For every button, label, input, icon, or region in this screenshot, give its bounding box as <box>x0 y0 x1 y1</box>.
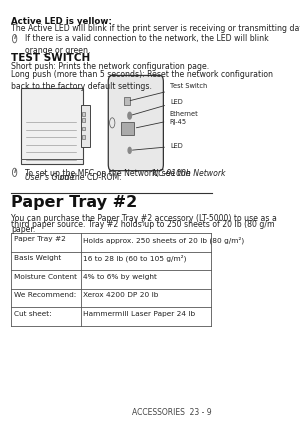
Text: Moisture Content: Moisture Content <box>14 273 76 279</box>
Text: ²): ²) <box>140 220 145 226</box>
Text: TEST SWITCH: TEST SWITCH <box>11 53 91 63</box>
Text: Basis Weight: Basis Weight <box>14 255 61 261</box>
Text: Test Switch: Test Switch <box>130 83 207 101</box>
Text: on the CD-ROM.: on the CD-ROM. <box>57 173 122 182</box>
Circle shape <box>128 147 131 153</box>
Text: Holds approx. 250 sheets of 20 lb (80 g/m²): Holds approx. 250 sheets of 20 lb (80 g/… <box>83 236 244 244</box>
Text: Xerox 4200 DP 20 lb: Xerox 4200 DP 20 lb <box>83 292 159 298</box>
Text: 4% to 6% by weight: 4% to 6% by weight <box>83 273 157 279</box>
Text: Ethernet
RJ-45: Ethernet RJ-45 <box>136 111 198 128</box>
FancyBboxPatch shape <box>82 127 85 130</box>
Text: If there is a valid connection to the network, the LED will blink
orange or gree: If there is a valid connection to the ne… <box>25 35 268 55</box>
Text: LED: LED <box>132 99 183 115</box>
Text: Cut sheet:: Cut sheet: <box>14 311 51 317</box>
Text: ACCESSORIES  23 - 9: ACCESSORIES 23 - 9 <box>132 408 212 417</box>
Text: You can purchase the Paper Tray #2 accessory (LT-5000) to use as a: You can purchase the Paper Tray #2 acces… <box>11 214 277 223</box>
Text: paper.: paper. <box>11 225 36 234</box>
Text: LED: LED <box>132 143 183 150</box>
FancyBboxPatch shape <box>108 75 164 171</box>
FancyBboxPatch shape <box>21 88 83 164</box>
Text: i: i <box>14 35 16 40</box>
FancyBboxPatch shape <box>122 122 134 135</box>
Text: Long push (more than 5 seconds): Reset the network configuration
back to the fac: Long push (more than 5 seconds): Reset t… <box>11 70 273 91</box>
Text: User’s Guide: User’s Guide <box>25 173 74 182</box>
Text: The Active LED will blink if the print server is receiving or transmitting data.: The Active LED will blink if the print s… <box>11 24 300 33</box>
Text: Active LED is yellow:: Active LED is yellow: <box>11 17 112 26</box>
FancyBboxPatch shape <box>82 135 85 139</box>
Text: i: i <box>14 169 16 174</box>
FancyBboxPatch shape <box>82 118 85 122</box>
Text: To set up the MFC on the Network, see the: To set up the MFC on the Network, see th… <box>25 169 193 178</box>
FancyBboxPatch shape <box>124 98 130 105</box>
Circle shape <box>128 112 131 119</box>
Text: 16 to 28 lb (60 to 105 g/m²): 16 to 28 lb (60 to 105 g/m²) <box>83 255 187 262</box>
Text: Short push: Prints the network configuration page.: Short push: Prints the network configura… <box>11 62 210 71</box>
Text: NC-9100h Network: NC-9100h Network <box>25 169 225 178</box>
Text: third paper source. Tray #2 holds up to 250 sheets of 20 lb (80 g/m: third paper source. Tray #2 holds up to … <box>11 220 275 229</box>
FancyBboxPatch shape <box>82 112 85 115</box>
Text: Paper Tray #2: Paper Tray #2 <box>11 195 138 210</box>
FancyBboxPatch shape <box>81 105 89 147</box>
Text: We Recommend:: We Recommend: <box>14 292 76 298</box>
Text: Hammermill Laser Paper 24 lb: Hammermill Laser Paper 24 lb <box>83 311 195 317</box>
Text: Paper Tray #2: Paper Tray #2 <box>14 236 65 242</box>
